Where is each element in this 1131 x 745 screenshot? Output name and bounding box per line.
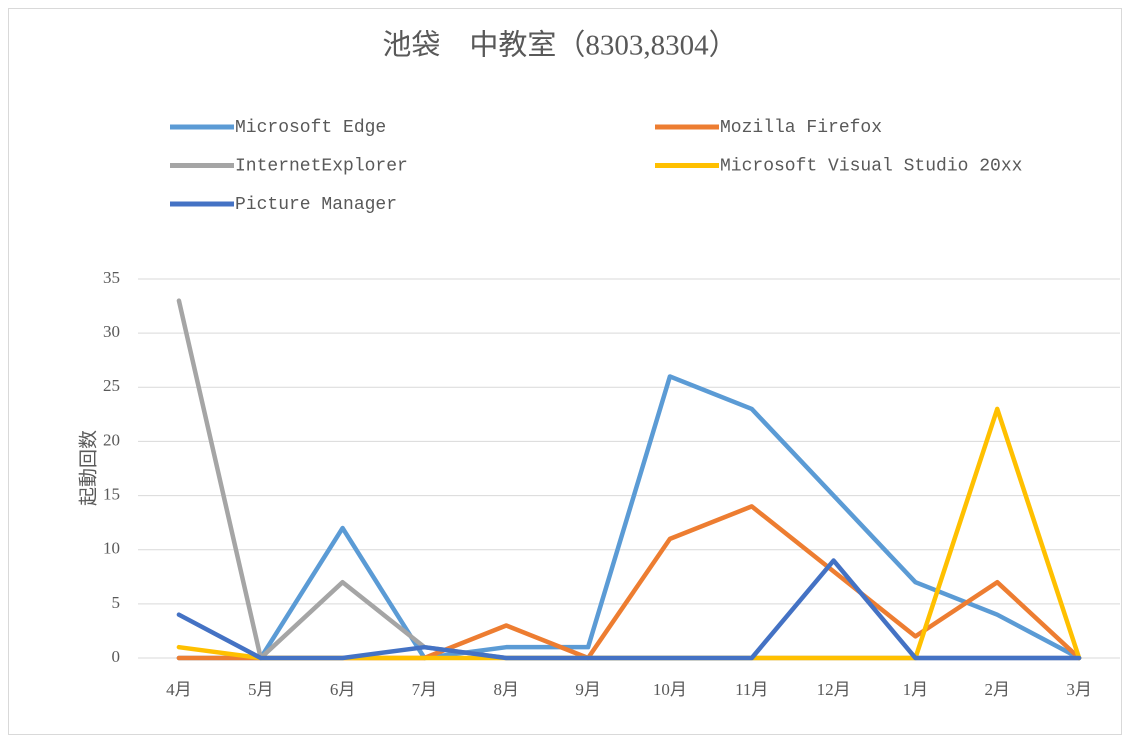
legend-label: InternetExplorer (235, 156, 408, 176)
series-line (176, 374, 1082, 661)
y-tick-label: 5 (112, 593, 121, 612)
x-tick-label: 5月 (248, 680, 274, 699)
chart-frame (8, 8, 1122, 735)
y-tick-label: 20 (103, 430, 120, 449)
x-tick-label: 11月 (735, 680, 768, 699)
chart-title: 池袋 中教室（8303,8304） (382, 29, 737, 62)
y-tick-label: 25 (103, 376, 120, 395)
legend-label: Microsoft Edge (235, 118, 386, 138)
y-tick-label: 35 (103, 268, 120, 287)
y-tick-label: 30 (103, 322, 120, 341)
legend-label: Picture Manager (235, 195, 397, 215)
x-tick-label: 4月 (166, 680, 192, 699)
series-line (176, 558, 1082, 661)
x-tick-label: 12月 (817, 680, 851, 699)
legend-label: Microsoft Visual Studio 20xx (720, 156, 1022, 176)
x-tick-label: 8月 (494, 680, 520, 699)
y-tick-label: 10 (103, 539, 120, 558)
x-tick-label: 6月 (330, 680, 356, 699)
x-tick-label: 7月 (412, 680, 438, 699)
x-tick-label: 10月 (653, 680, 687, 699)
y-tick-label: 15 (103, 484, 120, 503)
x-tick-label: 9月 (575, 680, 601, 699)
legend-label: Mozilla Firefox (720, 118, 882, 138)
y-tick-label: 0 (112, 647, 121, 666)
y-axis-label: 起動回数 (77, 430, 99, 506)
x-tick-label: 1月 (903, 680, 929, 699)
x-tick-label: 3月 (1066, 680, 1092, 699)
x-tick-label: 2月 (985, 680, 1011, 699)
